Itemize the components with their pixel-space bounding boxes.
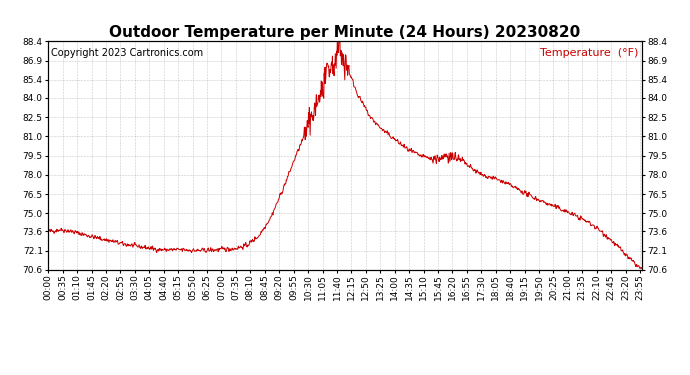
Title: Outdoor Temperature per Minute (24 Hours) 20230820: Outdoor Temperature per Minute (24 Hours… bbox=[110, 25, 580, 40]
Text: Temperature  (°F): Temperature (°F) bbox=[540, 48, 639, 58]
Text: Copyright 2023 Cartronics.com: Copyright 2023 Cartronics.com bbox=[51, 48, 204, 58]
